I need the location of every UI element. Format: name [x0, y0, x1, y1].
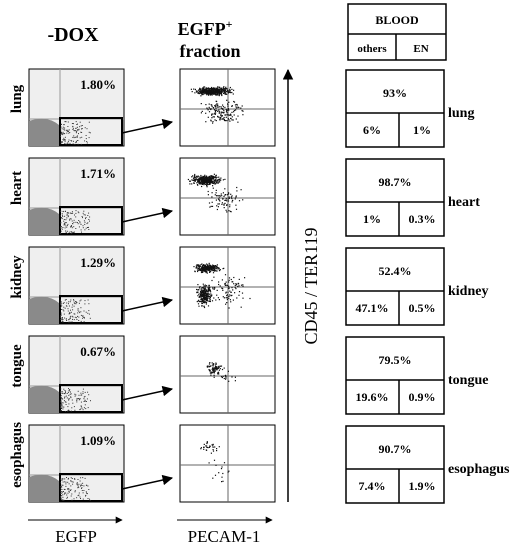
header-dox: -DOX: [47, 24, 99, 46]
egfp-percent: 0.67%: [80, 344, 116, 359]
egfp-gate: [59, 384, 123, 413]
egfp-percent: 1.80%: [80, 77, 116, 92]
gate-arrow: [121, 385, 174, 401]
blood-en: 0.3%: [409, 212, 436, 226]
blood-others: 47.1%: [356, 301, 389, 315]
blood-others: 1%: [363, 212, 381, 226]
organ-label: lung: [9, 84, 25, 113]
blood-en: 0.5%: [409, 301, 436, 315]
blood-total: 79.5%: [379, 353, 412, 367]
negative-population: [29, 385, 60, 413]
blood-en: 1.9%: [409, 479, 436, 493]
row-kidney: kidney 1.29% 52.4% 47.1% 0.5% kidney: [9, 246, 488, 326]
blood-box: [345, 425, 445, 504]
egfp-percent: 1.71%: [80, 166, 116, 181]
blood-total: 52.4%: [379, 264, 412, 278]
gate-arrow: [121, 207, 174, 223]
header-egfp-text: EGFP: [178, 19, 226, 39]
blood-box: [345, 158, 445, 237]
blood-total: 93%: [383, 86, 407, 100]
blood-box: [345, 247, 445, 326]
blood-en-header: EN: [413, 43, 428, 55]
blood-organ-label: heart: [448, 195, 480, 210]
egfp-percent: 1.29%: [80, 255, 116, 270]
row-lung: lung 1.80% 93% 6% 1% lung: [9, 68, 474, 148]
negative-population: [29, 118, 60, 146]
blood-others: 7.4%: [359, 479, 386, 493]
vertical-axis-label: CD45 / TER119: [301, 227, 321, 344]
row-heart: heart 1.71% 98.7% 1% 0.3% heart: [9, 157, 480, 237]
blood-organ-label: lung: [448, 106, 474, 121]
blood-others: 19.6%: [356, 390, 389, 404]
gate-scatter: [60, 210, 91, 234]
blood-en: 0.9%: [409, 390, 436, 404]
pecam-axis-label: PECAM-1: [188, 527, 261, 546]
egfp-gate: [59, 473, 123, 502]
blood-organ-label: esophagus: [448, 462, 510, 477]
pecam-scatter: [206, 362, 236, 382]
gate-arrow: [121, 118, 174, 134]
header-egfp-sup: +: [226, 17, 233, 31]
organ-label: tongue: [9, 344, 25, 388]
header-egfp-fraction: EGFP+: [178, 17, 233, 39]
gate-scatter: [60, 121, 91, 145]
organ-label: esophagus: [9, 422, 25, 488]
gate-scatter: [60, 299, 91, 323]
blood-title: BLOOD: [375, 13, 419, 27]
egfp-gate: [59, 117, 123, 146]
organ-label: heart: [9, 171, 25, 205]
blood-organ-label: kidney: [448, 284, 488, 299]
organ-label: kidney: [9, 255, 25, 299]
blood-others-header: others: [357, 43, 387, 55]
blood-en: 1%: [413, 123, 431, 137]
egfp-gate: [59, 206, 123, 235]
pecam-scatter: [193, 262, 251, 309]
negative-population: [29, 207, 60, 235]
blood-organ-label: tongue: [448, 373, 488, 388]
egfp-percent: 1.09%: [80, 433, 116, 448]
blood-total: 98.7%: [379, 175, 412, 189]
blood-box: [345, 69, 445, 148]
blood-others: 6%: [363, 123, 381, 137]
row-tongue: tongue 0.67% 79.5% 19.6% 0.9% tongue: [9, 335, 488, 415]
pecam-scatter: [187, 173, 244, 213]
blood-header-box: [347, 3, 447, 61]
egfp-axis-label: EGFP: [55, 527, 97, 546]
row-esophagus: esophagus 1.09% 90.7% 7.4% 1.9% esophagus: [9, 422, 510, 504]
header-fraction: fraction: [180, 41, 241, 61]
pecam-scatter: [190, 86, 244, 124]
pecam-scatter: [200, 441, 230, 483]
gate-arrow: [121, 296, 174, 312]
gate-arrow: [121, 474, 174, 490]
rows: lung 1.80% 93% 6% 1% lung heart 1.71% 98.7% 1% 0.3…: [9, 68, 510, 504]
blood-box: [345, 336, 445, 415]
blood-total: 90.7%: [379, 442, 412, 456]
egfp-gate: [59, 295, 123, 324]
gate-scatter: [60, 477, 91, 501]
negative-population: [29, 474, 60, 502]
gate-scatter: [60, 388, 91, 412]
negative-population: [29, 296, 60, 324]
